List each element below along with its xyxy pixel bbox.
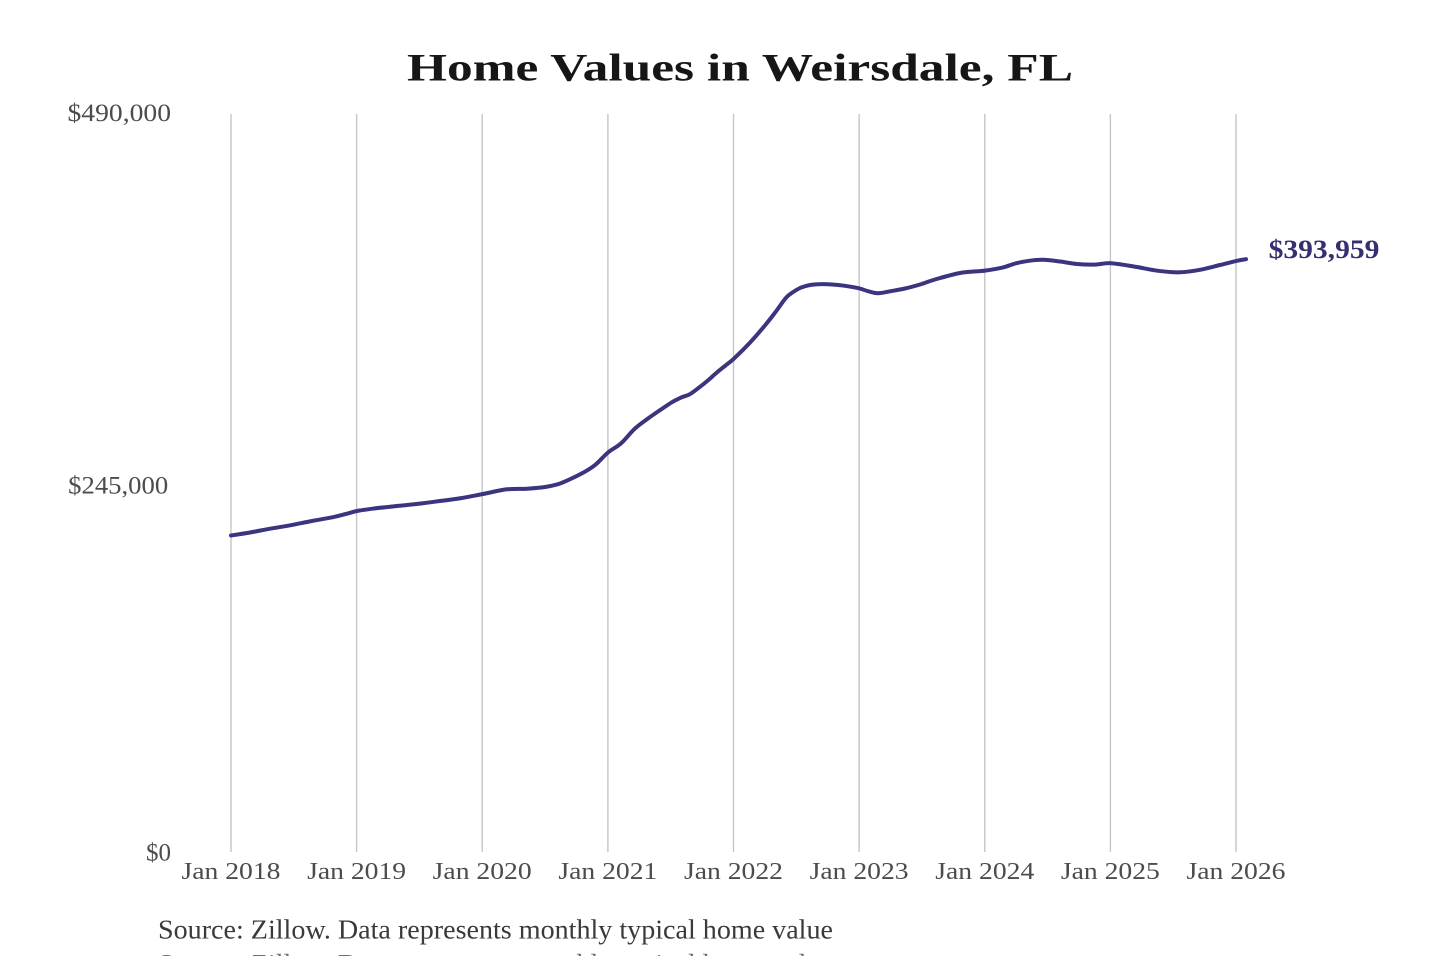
svg-text:Jan 2024: Jan 2024	[935, 858, 1034, 885]
svg-text:Jan 2020: Jan 2020	[433, 858, 532, 885]
svg-text:$393,959: $393,959	[1269, 235, 1380, 264]
svg-text:Jan 2021: Jan 2021	[558, 858, 657, 885]
svg-text:Jan 2025: Jan 2025	[1061, 858, 1160, 885]
svg-text:Jan 2019: Jan 2019	[307, 858, 406, 885]
svg-text:$0: $0	[146, 840, 171, 867]
svg-text:Jan 2018: Jan 2018	[182, 858, 281, 885]
svg-text:$245,000: $245,000	[68, 473, 168, 500]
svg-text:Jan 2023: Jan 2023	[810, 858, 909, 885]
svg-text:Source: Zillow. Data represent: Source: Zillow. Data represents monthly …	[158, 949, 833, 960]
svg-text:$490,000: $490,000	[68, 100, 172, 127]
svg-text:Jan 2026: Jan 2026	[1187, 858, 1286, 885]
svg-text:Home Values in Weirsdale, FL: Home Values in Weirsdale, FL	[407, 46, 1073, 90]
svg-text:Jan 2022: Jan 2022	[684, 858, 783, 885]
svg-text:Source: Zillow. Data represent: Source: Zillow. Data represents monthly …	[158, 915, 833, 945]
